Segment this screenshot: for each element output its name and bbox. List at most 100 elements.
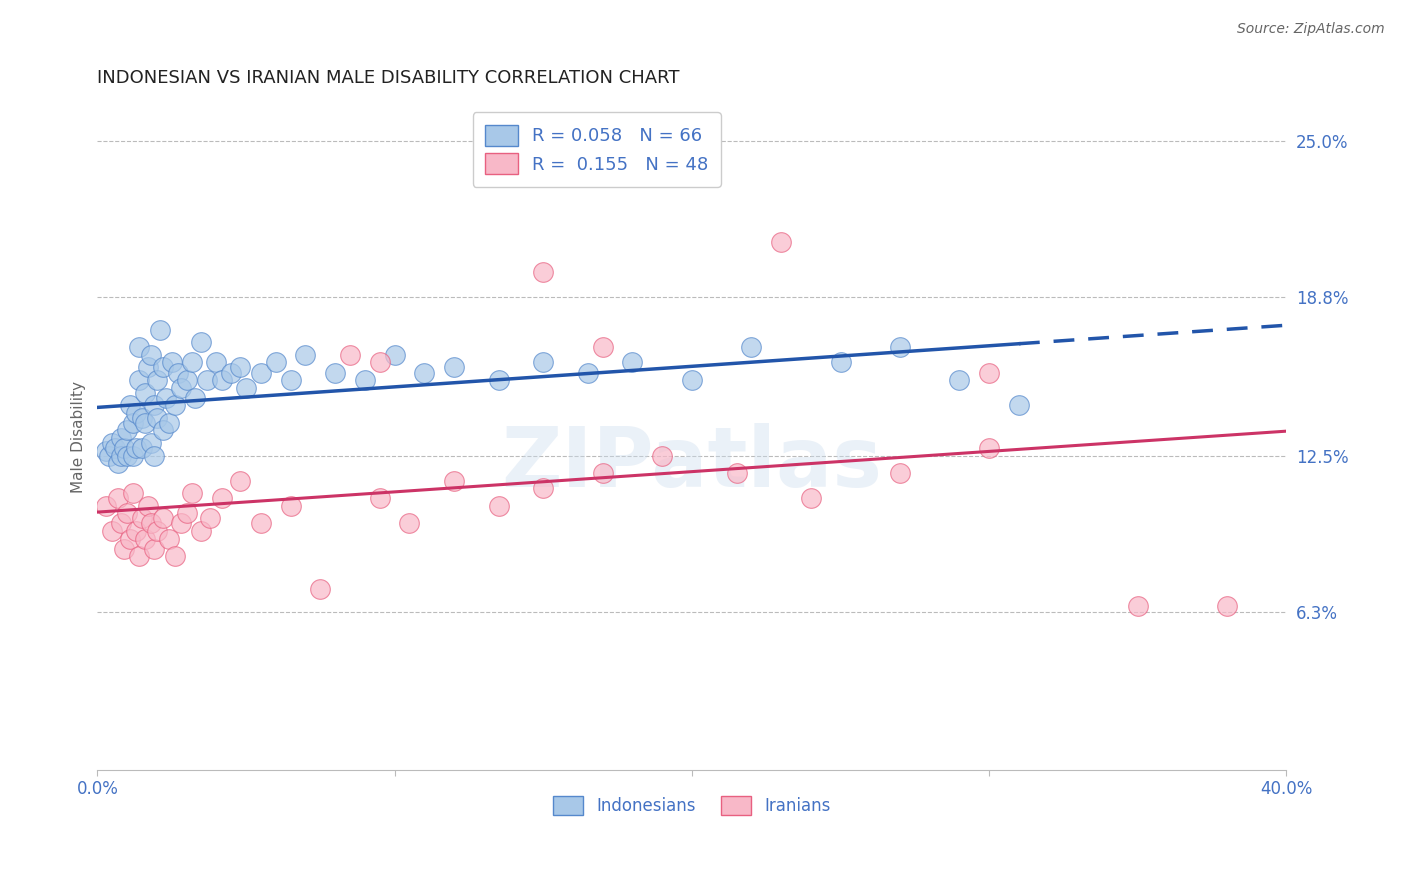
Point bbox=[368, 491, 391, 506]
Point bbox=[122, 416, 145, 430]
Point bbox=[398, 516, 420, 531]
Point bbox=[146, 373, 169, 387]
Point bbox=[160, 355, 183, 369]
Point bbox=[219, 366, 242, 380]
Point bbox=[110, 449, 132, 463]
Point bbox=[184, 391, 207, 405]
Point bbox=[354, 373, 377, 387]
Point bbox=[134, 532, 156, 546]
Point bbox=[134, 385, 156, 400]
Point bbox=[413, 366, 436, 380]
Point bbox=[139, 348, 162, 362]
Point bbox=[280, 499, 302, 513]
Point bbox=[128, 373, 150, 387]
Point bbox=[169, 381, 191, 395]
Point bbox=[205, 355, 228, 369]
Point bbox=[146, 410, 169, 425]
Point bbox=[125, 441, 148, 455]
Point bbox=[152, 511, 174, 525]
Point bbox=[139, 436, 162, 450]
Point bbox=[107, 491, 129, 506]
Point bbox=[725, 466, 748, 480]
Point bbox=[229, 474, 252, 488]
Point bbox=[104, 441, 127, 455]
Point bbox=[592, 340, 614, 354]
Point bbox=[250, 366, 273, 380]
Point bbox=[112, 541, 135, 556]
Point bbox=[122, 449, 145, 463]
Point bbox=[948, 373, 970, 387]
Point bbox=[115, 507, 138, 521]
Point bbox=[112, 441, 135, 455]
Point bbox=[157, 416, 180, 430]
Point bbox=[488, 499, 510, 513]
Point bbox=[98, 449, 121, 463]
Point bbox=[264, 355, 287, 369]
Text: Source: ZipAtlas.com: Source: ZipAtlas.com bbox=[1237, 22, 1385, 37]
Text: ZIPatlas: ZIPatlas bbox=[502, 423, 883, 504]
Point bbox=[339, 348, 361, 362]
Point bbox=[107, 456, 129, 470]
Point bbox=[830, 355, 852, 369]
Point bbox=[128, 549, 150, 564]
Point bbox=[136, 499, 159, 513]
Point bbox=[139, 516, 162, 531]
Point bbox=[1008, 398, 1031, 412]
Point bbox=[166, 366, 188, 380]
Point bbox=[125, 524, 148, 538]
Point bbox=[1216, 599, 1239, 614]
Point bbox=[169, 516, 191, 531]
Point bbox=[323, 366, 346, 380]
Point bbox=[181, 486, 204, 500]
Point bbox=[131, 511, 153, 525]
Point bbox=[134, 416, 156, 430]
Point bbox=[96, 499, 118, 513]
Text: INDONESIAN VS IRANIAN MALE DISABILITY CORRELATION CHART: INDONESIAN VS IRANIAN MALE DISABILITY CO… bbox=[97, 69, 681, 87]
Point bbox=[488, 373, 510, 387]
Point bbox=[152, 360, 174, 375]
Point bbox=[190, 524, 212, 538]
Point bbox=[146, 524, 169, 538]
Point bbox=[250, 516, 273, 531]
Point bbox=[621, 355, 644, 369]
Point bbox=[155, 391, 177, 405]
Point bbox=[110, 431, 132, 445]
Point bbox=[190, 335, 212, 350]
Point bbox=[979, 441, 1001, 455]
Point bbox=[152, 423, 174, 437]
Point bbox=[131, 410, 153, 425]
Point bbox=[101, 436, 124, 450]
Point bbox=[1126, 599, 1149, 614]
Point bbox=[118, 398, 141, 412]
Point bbox=[770, 235, 793, 249]
Point bbox=[211, 373, 233, 387]
Point bbox=[889, 466, 911, 480]
Point bbox=[110, 516, 132, 531]
Point bbox=[128, 340, 150, 354]
Point bbox=[125, 406, 148, 420]
Point bbox=[176, 373, 198, 387]
Y-axis label: Male Disability: Male Disability bbox=[72, 381, 86, 492]
Point bbox=[118, 532, 141, 546]
Point bbox=[149, 323, 172, 337]
Point bbox=[229, 360, 252, 375]
Point bbox=[142, 398, 165, 412]
Point bbox=[115, 449, 138, 463]
Point bbox=[163, 549, 186, 564]
Point bbox=[122, 486, 145, 500]
Point bbox=[576, 366, 599, 380]
Point bbox=[142, 541, 165, 556]
Point bbox=[651, 449, 673, 463]
Point bbox=[531, 265, 554, 279]
Point bbox=[681, 373, 703, 387]
Point bbox=[309, 582, 332, 596]
Point bbox=[368, 355, 391, 369]
Point bbox=[280, 373, 302, 387]
Point bbox=[157, 532, 180, 546]
Point bbox=[235, 381, 257, 395]
Point bbox=[176, 507, 198, 521]
Point bbox=[294, 348, 316, 362]
Point bbox=[800, 491, 823, 506]
Point bbox=[443, 360, 465, 375]
Point bbox=[443, 474, 465, 488]
